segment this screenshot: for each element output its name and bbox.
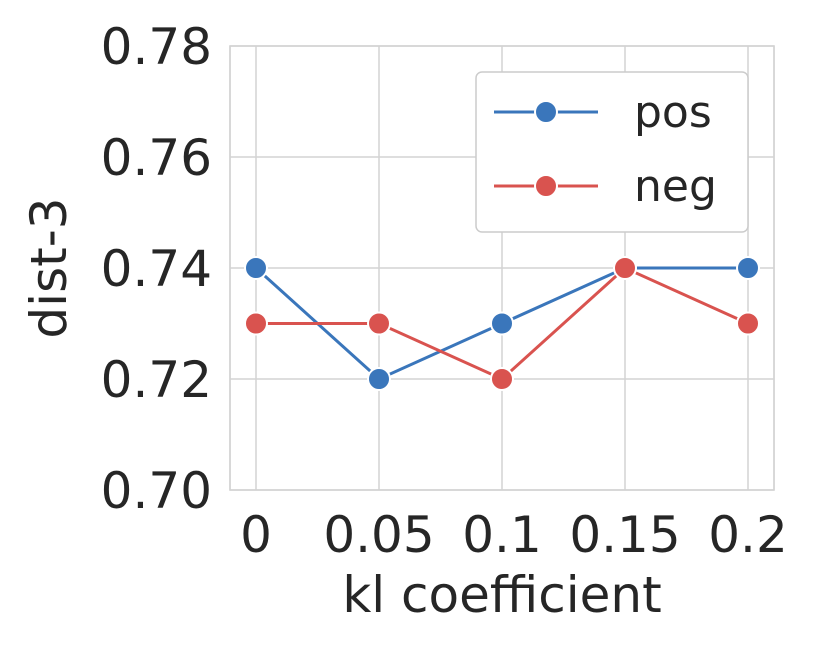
- data-point-pos: [736, 256, 760, 280]
- series-layer: [244, 256, 760, 391]
- legend-items: pos neg: [494, 87, 717, 212]
- x-tick-label: 0: [240, 506, 272, 564]
- data-point-pos: [244, 256, 268, 280]
- legend-marker-neg: [534, 174, 558, 198]
- legend: pos neg: [475, 71, 749, 233]
- y-tick-label: 0.72: [101, 351, 212, 409]
- data-point-neg: [736, 311, 760, 336]
- data-point-pos: [490, 311, 514, 336]
- y-tick-label: 0.70: [101, 462, 212, 520]
- x-axis-ticks: 0 0.05 0.1 0.15 0.2: [240, 506, 788, 564]
- y-tick-label: 0.76: [101, 129, 212, 187]
- data-point-neg: [613, 256, 637, 280]
- data-point-neg: [490, 367, 514, 391]
- x-tick-label: 0.05: [323, 506, 434, 564]
- data-point-neg: [367, 311, 391, 336]
- x-tick-label: 0.1: [462, 506, 542, 564]
- x-axis-title: kl coefficient: [342, 566, 661, 624]
- y-axis-title: dist-3: [20, 197, 78, 338]
- legend-marker-pos: [534, 100, 558, 124]
- x-tick-label: 0.15: [569, 506, 680, 564]
- data-point-neg: [244, 311, 268, 336]
- legend-label-pos: pos: [634, 87, 712, 138]
- y-tick-label: 0.74: [101, 240, 212, 298]
- x-tick-label: 0.2: [708, 506, 788, 564]
- legend-label-neg: neg: [634, 161, 717, 212]
- y-axis-ticks: 0.70 0.72 0.74 0.76 0.78: [101, 18, 212, 520]
- y-tick-label: 0.78: [101, 18, 212, 76]
- data-point-pos: [367, 367, 391, 391]
- series-neg: [244, 256, 760, 391]
